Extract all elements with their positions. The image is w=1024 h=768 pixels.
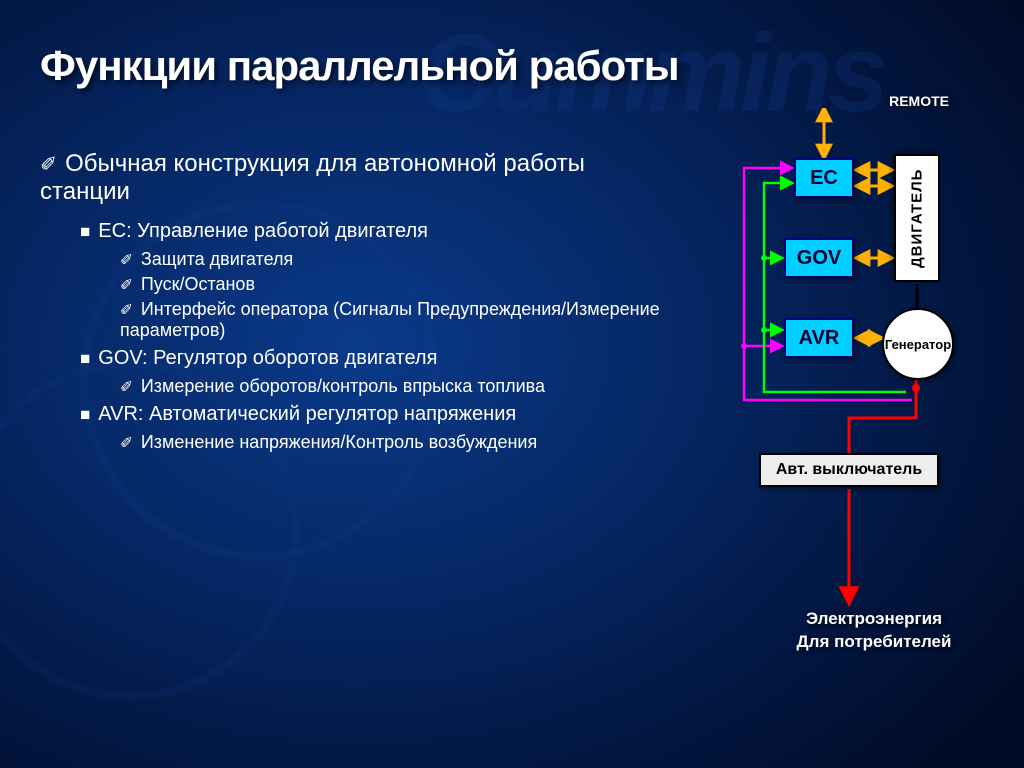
bullet-icon: ✐ xyxy=(120,251,133,270)
bullet-icon: ✐ xyxy=(40,152,57,177)
bullet-icon: ✐ xyxy=(120,301,133,320)
node-generator: Генератор xyxy=(882,308,954,380)
bullet-icon: ■ xyxy=(80,222,90,242)
output-label-line2: Для потребителей xyxy=(797,632,952,651)
bullet-lvl2: ■ GOV: Регулятор оборотов двигателя xyxy=(80,347,660,370)
slide-title: Функции параллельной работы xyxy=(40,42,679,90)
bullet-text: Интерфейс оператора (Сигналы Предупрежде… xyxy=(120,299,660,340)
bullet-lvl3: ✐ Измерение оборотов/контроль впрыска топ… xyxy=(120,376,660,397)
bullet-text: Защита двигателя xyxy=(141,249,293,269)
bullet-lvl2: ■ EC: Управление работой двигателя xyxy=(80,220,660,243)
bullet-icon: ■ xyxy=(80,349,90,369)
bullet-lvl3: ✐Интерфейс оператора (Сигналы Предупрежд… xyxy=(120,299,660,341)
bullet-icon: ■ xyxy=(80,405,90,425)
bullet-text: AVR: Автоматический регулятор напряжения xyxy=(98,403,516,425)
bullet-lvl2: ■ AVR: Автоматический регулятор напряжени… xyxy=(80,403,660,426)
bullet-lvl1: ✐Обычная конструкция для автономной рабо… xyxy=(40,150,660,206)
output-label-line1: Электроэнергия xyxy=(806,609,942,628)
bullet-text: GOV: Регулятор оборотов двигателя xyxy=(98,347,437,369)
bullet-list: ✐Обычная конструкция для автономной рабо… xyxy=(40,150,660,457)
node-avr: AVR xyxy=(784,318,854,358)
bullet-icon: ✐ xyxy=(120,378,133,397)
node-breaker: Авт. выключатель xyxy=(759,453,939,487)
node-engine: ДВИГАТЕЛЬ xyxy=(894,154,940,282)
block-diagram: EC GOV AVR ДВИГАТЕЛЬ Генератор Авт. выкл… xyxy=(684,108,1004,708)
output-label: Электроэнергия Для потребителей xyxy=(774,608,974,654)
bullet-icon: ✐ xyxy=(120,276,133,295)
bullet-lvl3: ✐ Пуск/Останов xyxy=(120,274,660,295)
bullet-text: Изменение напряжения/Контроль возбуждени… xyxy=(141,432,537,452)
node-gov: GOV xyxy=(784,238,854,278)
bullet-icon: ✐ xyxy=(120,434,133,453)
bullet-text: EC: Управление работой двигателя xyxy=(98,220,428,242)
remote-label: REMOTE xyxy=(889,93,949,109)
bullet-text: Пуск/Останов xyxy=(141,274,255,294)
bullet-text: Обычная конструкция для автономной работ… xyxy=(40,150,585,205)
bullet-text: Измерение оборотов/контроль впрыска топл… xyxy=(141,376,545,396)
node-ec: EC xyxy=(794,158,854,198)
slide-container: Функции параллельной работы ✐Обычная кон… xyxy=(0,0,1024,768)
bullet-lvl3: ✐ Защита двигателя xyxy=(120,249,660,270)
bullet-lvl3: ✐ Изменение напряжения/Контроль возбужден… xyxy=(120,432,660,453)
